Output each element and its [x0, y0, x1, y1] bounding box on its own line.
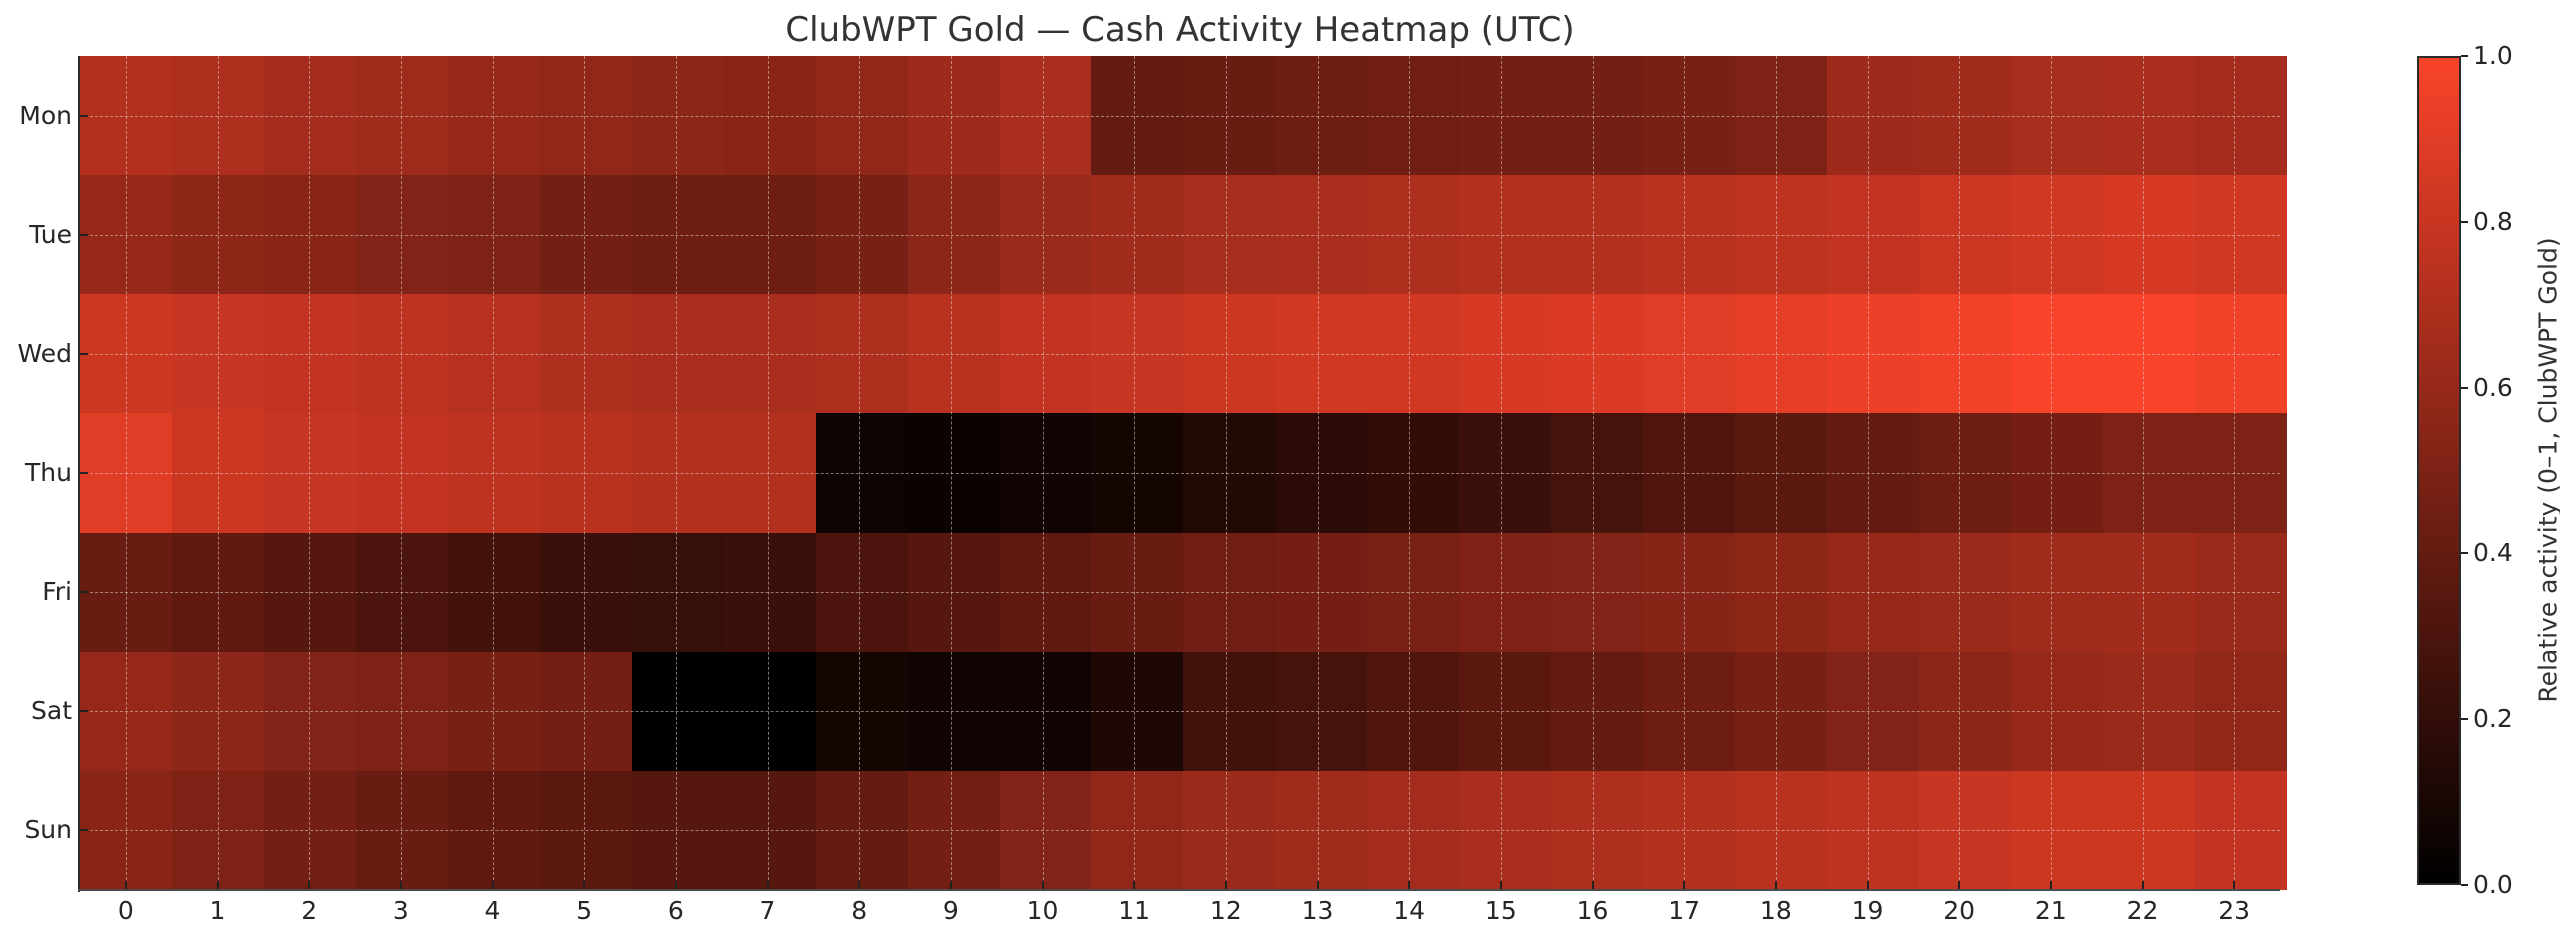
x-tick-mark: [1041, 881, 1044, 889]
x-tick-label: 7: [759, 896, 776, 925]
x-tick-mark: [2233, 881, 2236, 889]
x-tick-mark: [674, 881, 677, 889]
x-tick-label: 14: [1393, 896, 1426, 925]
x-tick-mark: [1958, 881, 1961, 889]
colorbar-tick-mark: [2461, 55, 2468, 57]
x-tick-mark: [2141, 881, 2144, 889]
colorbar-tick-label: 0.0: [2473, 870, 2513, 899]
x-tick-mark: [308, 881, 311, 889]
y-tick-label: Wed: [17, 338, 72, 368]
colorbar-tick-label: 0.2: [2473, 704, 2513, 734]
colorbar-label: Relative activity (0–1, ClubWPT Gold): [2533, 237, 2560, 703]
colorbar-tick-label: 0.4: [2473, 538, 2513, 568]
x-tick-label: 3: [392, 896, 409, 925]
gridline-horizontal: [80, 592, 2280, 594]
x-tick-mark: [1499, 881, 1502, 889]
x-tick-mark: [399, 881, 402, 889]
x-tick-label: 9: [942, 896, 959, 925]
y-tick-mark: [80, 710, 88, 713]
x-tick-label: 19: [1851, 896, 1884, 925]
x-tick-label: 16: [1576, 896, 1609, 925]
x-tick-mark: [491, 881, 494, 889]
colorbar: [2417, 56, 2461, 885]
heatmap-plot-area: [80, 56, 2287, 891]
x-tick-mark: [949, 881, 952, 889]
y-tick-mark: [80, 472, 88, 474]
x-tick-label: 1: [209, 896, 226, 925]
y-tick-mark: [80, 591, 88, 594]
y-tick-label: Sun: [24, 815, 72, 845]
x-tick-label: 8: [851, 896, 868, 925]
x-tick-label: 20: [1943, 896, 1976, 925]
y-tick-mark: [80, 352, 88, 355]
colorbar-tick-mark: [2461, 552, 2468, 555]
x-tick-label: 0: [117, 896, 134, 925]
y-tick-mark: [80, 233, 88, 236]
x-tick-mark: [1133, 881, 1136, 889]
colorbar-tick-mark: [2461, 718, 2468, 721]
x-tick-label: 6: [667, 896, 684, 925]
gridline-horizontal: [80, 830, 2280, 832]
y-tick-label: Thu: [25, 458, 72, 487]
gridline-horizontal: [80, 353, 2280, 355]
colorbar-tick-mark: [2461, 884, 2468, 886]
x-tick-label: 11: [1118, 896, 1151, 925]
colorbar-tick-label: 1.0: [2473, 41, 2513, 70]
x-tick-label: 18: [1759, 896, 1792, 925]
colorbar-tick-mark: [2461, 386, 2468, 389]
x-tick-mark: [1591, 881, 1594, 889]
x-tick-mark: [1866, 881, 1869, 889]
gridline-horizontal: [80, 711, 2280, 713]
x-tick-mark: [124, 881, 127, 889]
x-tick-mark: [1316, 881, 1319, 889]
x-tick-label: 13: [1301, 896, 1334, 925]
y-tick-label: Tue: [29, 219, 72, 249]
x-tick-mark: [583, 881, 586, 889]
x-tick-label: 2: [301, 896, 318, 925]
x-tick-mark: [1224, 881, 1227, 889]
gridline-horizontal: [80, 473, 2280, 474]
chart-title: ClubWPT Gold — Cash Activity Heatmap (UT…: [785, 10, 1575, 50]
gridline-horizontal: [80, 115, 2280, 117]
x-tick-mark: [1683, 881, 1686, 889]
y-tick-mark: [80, 114, 88, 117]
x-tick-mark: [766, 881, 769, 889]
x-tick-mark: [1774, 881, 1777, 889]
x-axis-spine: [78, 889, 2280, 891]
x-tick-label: 12: [1209, 896, 1242, 925]
x-tick-label: 22: [2126, 896, 2159, 925]
colorbar-tick-label: 0.6: [2473, 372, 2513, 402]
y-tick-label: Sat: [31, 696, 72, 726]
x-tick-label: 4: [484, 896, 501, 925]
y-axis-spine: [78, 56, 80, 892]
x-tick-mark: [858, 881, 861, 889]
y-tick-label: Fri: [42, 577, 72, 607]
x-tick-label: 17: [1668, 896, 1701, 925]
y-tick-label: Mon: [19, 100, 72, 130]
x-tick-mark: [1408, 881, 1411, 889]
x-tick-label: 5: [576, 896, 593, 925]
x-tick-mark: [216, 881, 219, 889]
colorbar-tick-mark: [2461, 220, 2468, 223]
y-tick-mark: [80, 829, 88, 832]
x-tick-mark: [2049, 881, 2052, 889]
x-tick-label: 15: [1484, 896, 1517, 925]
x-tick-label: 21: [2034, 896, 2067, 925]
x-tick-label: 23: [2218, 896, 2251, 925]
x-tick-label: 10: [1026, 896, 1059, 925]
gridline-horizontal: [80, 234, 2280, 236]
colorbar-tick-label: 0.8: [2473, 206, 2513, 236]
